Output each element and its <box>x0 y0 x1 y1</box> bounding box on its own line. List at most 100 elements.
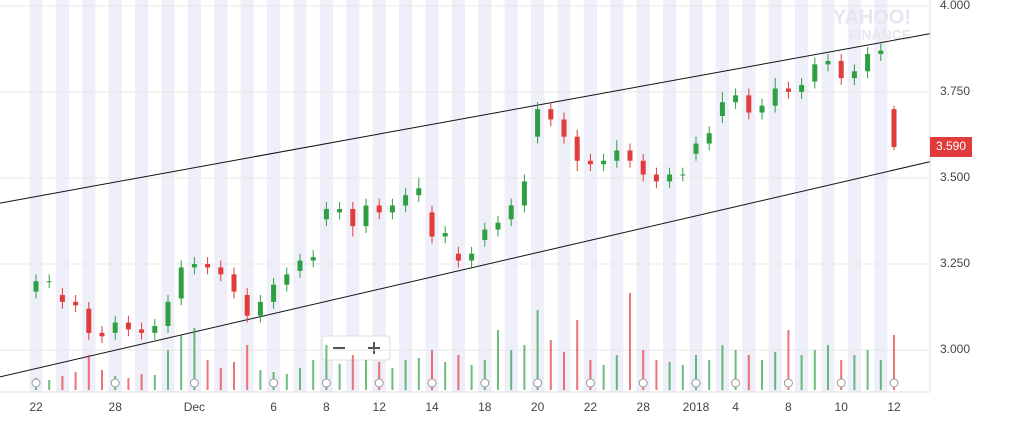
candle-body <box>878 50 884 55</box>
event-icon <box>321 378 331 388</box>
candle-body <box>165 301 171 326</box>
candle-body <box>601 160 607 165</box>
volume-bar <box>365 360 367 390</box>
volume-bar <box>404 360 407 390</box>
volume-bar <box>879 360 882 390</box>
x-tick-label: 18 <box>478 400 492 414</box>
volume-bar <box>48 380 51 390</box>
candle-body <box>337 208 343 213</box>
candle-body <box>495 222 501 230</box>
candle-body <box>429 212 435 237</box>
band <box>240 0 254 392</box>
event-icon <box>783 378 793 388</box>
candle-body <box>218 267 224 275</box>
candle-body <box>416 188 422 196</box>
zoom-controls[interactable] <box>321 335 391 361</box>
band <box>135 0 149 392</box>
band <box>583 0 597 392</box>
candle-body <box>891 109 897 147</box>
volume-bar <box>840 360 843 390</box>
x-tick-label: 22 <box>29 400 43 414</box>
candle-body <box>139 329 145 333</box>
volume-bar <box>497 330 499 390</box>
band <box>293 0 307 392</box>
candle-body <box>33 281 39 292</box>
candle-body <box>99 332 105 337</box>
candle-body <box>178 267 184 299</box>
candle-body <box>640 160 646 175</box>
candle-body <box>244 294 250 316</box>
candle-body <box>667 174 673 182</box>
x-tick-label: 4 <box>732 400 739 414</box>
volume-bar <box>642 350 645 390</box>
candle-body <box>257 301 263 316</box>
band <box>478 0 492 392</box>
volume-bar <box>206 360 209 390</box>
candle-body <box>482 229 488 240</box>
band <box>874 0 888 392</box>
band <box>55 0 69 392</box>
band <box>768 0 782 392</box>
x-tick-label: 28 <box>637 400 651 414</box>
volume-bar <box>787 330 790 390</box>
y-tick-label: 3.250 <box>940 256 970 270</box>
event-icon <box>691 378 701 388</box>
volume-bar <box>853 355 856 390</box>
volume-bar <box>312 360 315 390</box>
volume-bar <box>827 345 829 390</box>
candle-body <box>350 208 356 227</box>
band <box>425 0 439 392</box>
candle-body <box>627 150 633 161</box>
x-tick-label: 8 <box>323 400 330 414</box>
candle-body <box>719 102 725 117</box>
band <box>610 0 624 392</box>
band <box>82 0 96 392</box>
x-tick-label: 8 <box>785 400 792 414</box>
volume-bar <box>615 355 618 390</box>
band <box>108 0 122 392</box>
background-bands <box>29 0 888 392</box>
candle-body <box>469 253 475 261</box>
band <box>847 0 861 392</box>
candle-body <box>152 325 158 333</box>
candle-body <box>561 119 567 137</box>
volume-bar <box>74 372 77 390</box>
band <box>187 0 201 392</box>
event-icon <box>189 378 199 388</box>
candle-body <box>403 195 409 206</box>
x-tick-label: Dec <box>184 400 205 414</box>
trendline <box>0 33 930 204</box>
candle-body <box>455 253 461 261</box>
event-icon <box>480 378 490 388</box>
candle-body <box>125 322 131 330</box>
candle-body <box>73 301 79 306</box>
volume-bar <box>285 374 288 390</box>
volume-bar <box>563 352 565 390</box>
volume-bar <box>523 345 526 390</box>
candle-body <box>653 174 659 182</box>
volume-bar <box>708 360 711 390</box>
candle-body <box>785 88 791 92</box>
volume-bar <box>417 358 420 390</box>
volume-bar <box>351 355 354 390</box>
candle-body <box>191 264 197 268</box>
candle-body <box>271 284 277 302</box>
volume-bar <box>774 352 777 390</box>
volume-bar <box>668 362 671 390</box>
x-tick-label: 14 <box>425 400 439 414</box>
candle-body <box>205 264 211 268</box>
band <box>161 0 175 392</box>
event-icon <box>533 378 543 388</box>
candle-body <box>376 205 382 213</box>
volume-bar <box>431 350 433 390</box>
candle-body <box>587 160 593 165</box>
volume-bar <box>721 345 724 390</box>
volume-bar <box>233 362 235 390</box>
volume-bar <box>681 365 684 390</box>
x-tick-label: 12 <box>373 400 387 414</box>
volume-bar <box>589 360 592 390</box>
band <box>557 0 571 392</box>
volume-bar <box>180 335 183 390</box>
volume-bar <box>893 335 895 390</box>
last-price-tag <box>930 136 972 157</box>
